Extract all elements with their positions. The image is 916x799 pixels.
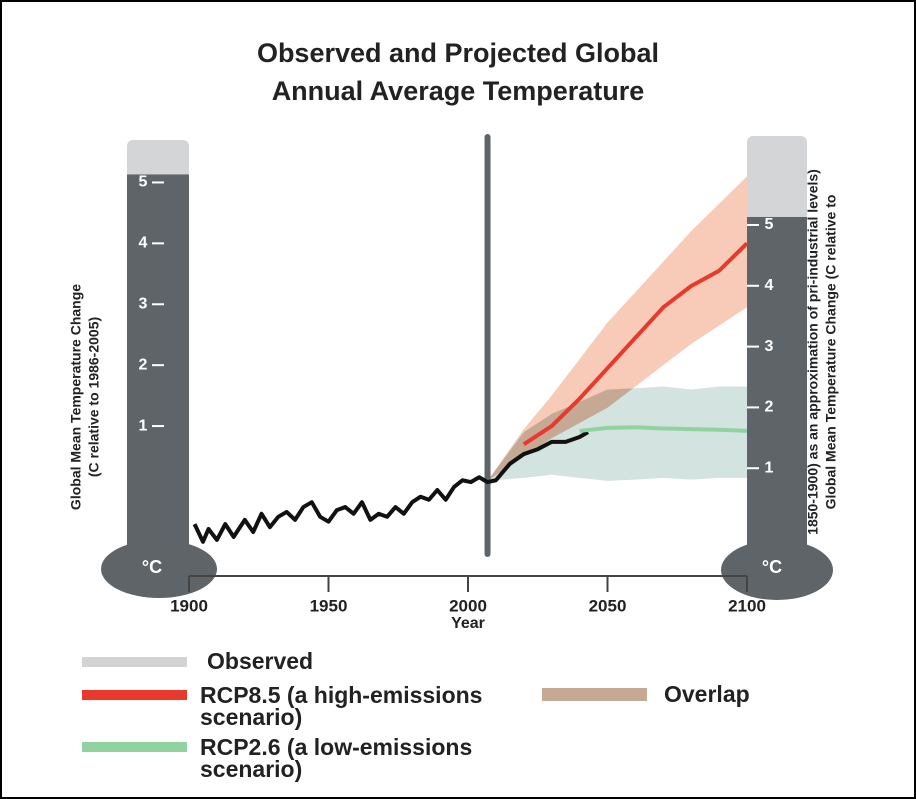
y2-tick-label: 3 [765,338,774,355]
thermometer-top [127,140,189,178]
y-axis-label: (C relative to 1986-2005) [86,317,102,477]
chart: °C °C 1 2 3 4 5 1 2 3 4 5 Global Mean Temperature Ch… [2,2,914,797]
unit-label: °C [142,557,162,577]
x-tick-label: 1900 [170,596,208,615]
legend-label: RCP2.6 (a low-emissions scenario) [200,736,520,780]
x-tick-label: 2050 [589,596,627,615]
y-tick-label: 4 [139,235,148,252]
thermometer-column [747,217,807,572]
y2-tick-label: 5 [765,216,774,233]
legend-label: RCP8.5 (a high-emissions scenario) [200,684,520,728]
y-axis-label: Global Mean Temperature Change [68,284,84,510]
y2-tick-label: 4 [765,277,774,294]
y-tick-label: 5 [139,174,148,191]
y2-axis-label: 1850-1900) as an approximation of pri-in… [805,169,821,535]
thermometer-column [127,174,189,572]
x-tick-label: 1950 [310,596,348,615]
legend-label: Observed [207,650,313,672]
y-tick-label: 3 [139,295,148,312]
page: °C °C 1 2 3 4 5 1 2 3 4 5 Global Mean Temperature Ch… [0,0,916,799]
x-tick-label: 2100 [728,596,766,615]
y-tick-label: 2 [139,356,148,373]
x-tick-label: 2000 [449,596,487,615]
legend-swatch [82,657,187,667]
chart-title: Annual Average Temperature [2,76,914,107]
chart-title: Observed and Projected Global [2,38,914,69]
y2-axis-label: Global Mean Temperature Change (C relati… [823,195,839,510]
legend-swatch [82,690,187,700]
y-tick-label: 1 [139,417,148,434]
unit-label: °C [762,557,782,577]
thermometer-top [747,136,807,221]
legend-swatch [82,742,187,752]
y2-tick-label: 2 [765,399,774,416]
x-axis-label: Year [451,615,485,632]
legend-label: Overlap [664,683,750,705]
legend-swatch [542,688,647,701]
y2-tick-label: 1 [765,459,774,476]
